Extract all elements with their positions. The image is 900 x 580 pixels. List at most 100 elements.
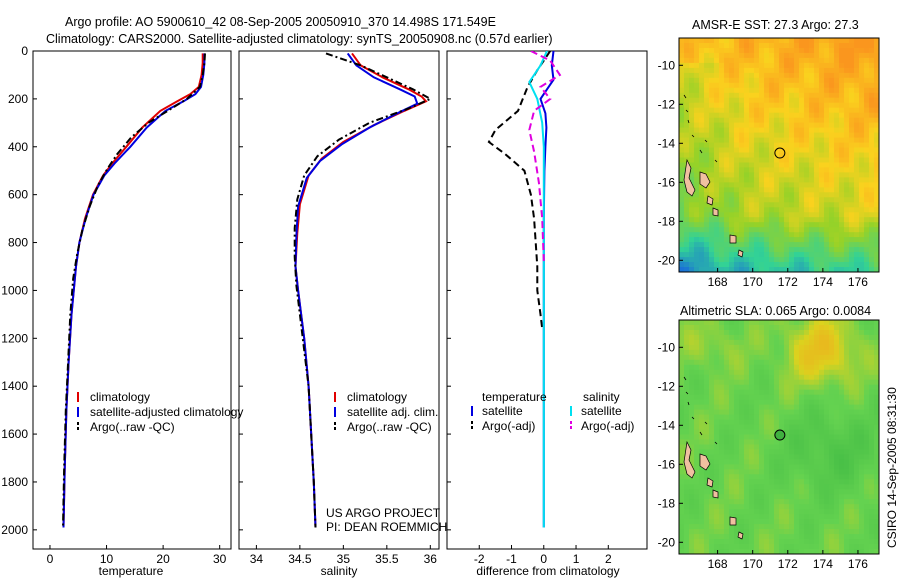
heatmap-cell [804, 379, 810, 386]
heatmap-cell [719, 509, 725, 515]
heatmap-cell [749, 364, 755, 371]
heatmap-cell [804, 152, 810, 159]
heatmap-cell [794, 212, 800, 218]
heatmap-cell [754, 334, 760, 341]
heatmap-cell [734, 152, 740, 159]
heatmap-cell [714, 334, 720, 341]
heatmap-cell [844, 325, 850, 331]
heatmap-cell [774, 339, 780, 346]
heatmap-cell [824, 57, 830, 64]
heatmap-cell [849, 38, 855, 44]
heatmap-cell [789, 354, 795, 361]
heatmap-cell [819, 404, 825, 411]
heatmap-cell [824, 519, 830, 525]
heatmap-cell [689, 339, 695, 346]
heatmap-cell [799, 514, 805, 520]
heatmap-cell [719, 534, 725, 540]
heatmap-cell [709, 325, 715, 331]
heatmap-cell [839, 207, 845, 213]
heatmap-cell [854, 137, 860, 144]
heatmap-cell [684, 474, 690, 480]
heatmap-cell [854, 494, 860, 500]
heatmap-cell [774, 349, 780, 356]
heatmap-cell [849, 92, 855, 99]
heatmap-cell [859, 162, 865, 169]
heatmap-cell [689, 147, 695, 154]
heatmap-cell [779, 167, 785, 173]
heatmap-cell [814, 325, 820, 331]
heatmap-cell [739, 97, 745, 104]
heatmap-cell [704, 494, 710, 500]
heatmap-cell [864, 349, 870, 356]
heatmap-cell [734, 92, 740, 99]
heatmap-cell [754, 232, 760, 238]
heatmap-cell [724, 87, 730, 94]
heatmap-cell [769, 192, 775, 198]
heatmap-cell [834, 339, 840, 346]
heatmap-cell [829, 247, 835, 253]
heatmap-cell [864, 330, 870, 336]
heatmap-cell [689, 529, 695, 535]
heatmap-cell [794, 237, 800, 243]
heatmap-cell [789, 222, 795, 228]
heatmap-cell [769, 499, 775, 505]
heatmap-cell [714, 48, 720, 54]
heatmap-cell [874, 469, 879, 475]
heatmap-cell [804, 107, 810, 114]
heatmap-cell [694, 107, 700, 114]
heatmap-cell [779, 207, 785, 213]
heatmap-cell [679, 107, 685, 114]
heatmap-cell [819, 102, 825, 109]
heatmap-cell [789, 339, 795, 346]
heatmap-cell [869, 339, 875, 346]
heatmap-cell [744, 459, 750, 465]
heatmap-cell [829, 212, 835, 218]
heatmap-cell [789, 374, 795, 381]
heatmap-cell [829, 334, 835, 341]
heatmap-cell [694, 399, 700, 406]
legend-label: Argo(..raw -QC) [90, 420, 175, 434]
heatmap-cell [794, 339, 800, 346]
heatmap-cell [724, 414, 730, 421]
heatmap-cell [709, 434, 715, 441]
heatmap-cell [759, 132, 765, 139]
heatmap-cell [834, 172, 840, 178]
heatmap-cell [854, 444, 860, 451]
heatmap-cell [754, 97, 760, 104]
heatmap-cell [724, 439, 730, 446]
heatmap-cell [804, 97, 810, 104]
heatmap-cell [739, 449, 745, 455]
heatmap-cell [849, 374, 855, 381]
heatmap-cell [804, 349, 810, 356]
heatmap-cell [849, 320, 855, 326]
heatmap-cell [759, 267, 765, 272]
heatmap-cell [844, 137, 850, 144]
heatmap-cell [724, 117, 730, 124]
heatmap-cell [809, 404, 815, 411]
heatmap-cell [684, 38, 690, 44]
heatmap-cell [774, 389, 780, 396]
heatmap-cell [854, 117, 860, 124]
heatmap-cell [714, 162, 720, 169]
heatmap-cell [819, 142, 825, 149]
heatmap-cell [749, 494, 755, 500]
heatmap-cell [809, 67, 815, 74]
heatmap-cell [704, 247, 710, 253]
heatmap-cell [729, 57, 735, 64]
heatmap-cell [779, 404, 785, 411]
heatmap-cell [684, 202, 690, 208]
heatmap-cell [779, 232, 785, 238]
heatmap-cell [829, 539, 835, 545]
heatmap-cell [849, 112, 855, 119]
heatmap-cell [874, 529, 879, 535]
heatmap-cell [864, 172, 870, 178]
heatmap-cell [839, 197, 845, 203]
heatmap-cell [769, 359, 775, 366]
heatmap-cell [749, 102, 755, 109]
heatmap-cell [759, 262, 765, 268]
heatmap-cell [769, 182, 775, 188]
heatmap-cell [844, 152, 850, 159]
heatmap-cell [759, 379, 765, 386]
heatmap-cell [814, 57, 820, 64]
heatmap-cell [699, 142, 705, 149]
